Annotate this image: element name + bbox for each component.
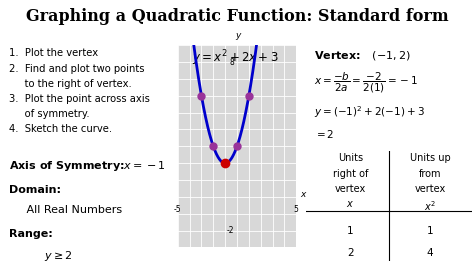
- Text: Range:: Range:: [9, 229, 53, 239]
- Text: $y$: $y$: [235, 31, 243, 42]
- Text: Vertex:   $(-1, 2)$: Vertex: $(-1, 2)$: [314, 49, 411, 63]
- Text: Domain:: Domain:: [9, 185, 61, 195]
- Text: -2: -2: [227, 226, 234, 235]
- Text: $x^2$: $x^2$: [424, 200, 436, 213]
- Text: $y = x^2 + 2x + 3$: $y = x^2 + 2x + 3$: [192, 49, 279, 68]
- Text: 8: 8: [229, 57, 234, 66]
- Text: All Real Numbers: All Real Numbers: [9, 205, 122, 215]
- Text: -5: -5: [174, 205, 182, 214]
- Text: $x = \dfrac{-b}{2a} = \dfrac{-2}{2(1)} = -1$: $x = \dfrac{-b}{2a} = \dfrac{-2}{2(1)} =…: [314, 71, 418, 95]
- Text: Units up: Units up: [410, 153, 450, 163]
- Text: vertex: vertex: [415, 184, 446, 194]
- Text: Units: Units: [338, 153, 363, 163]
- Text: 4: 4: [427, 248, 433, 257]
- Text: right of: right of: [333, 169, 368, 179]
- Text: $= 2$: $= 2$: [314, 128, 334, 140]
- Text: Axis of Symmetry:$x = -1$: Axis of Symmetry:$x = -1$: [9, 159, 166, 173]
- Text: $y \geq 2$: $y \geq 2$: [9, 249, 73, 263]
- Text: vertex: vertex: [335, 184, 366, 194]
- Text: $x$: $x$: [346, 200, 355, 209]
- Text: 1.  Plot the vertex
2.  Find and plot two points
     to the right of vertex.
3.: 1. Plot the vertex 2. Find and plot two …: [9, 48, 150, 134]
- Text: from: from: [419, 169, 441, 179]
- Text: Graphing a Quadratic Function: Standard form: Graphing a Quadratic Function: Standard …: [26, 8, 448, 25]
- Text: 1: 1: [427, 226, 433, 236]
- Text: $x$: $x$: [300, 190, 307, 199]
- Text: 5: 5: [294, 205, 299, 214]
- Text: 1: 1: [347, 226, 354, 236]
- Text: 2: 2: [347, 248, 354, 257]
- Text: $y = (-1)^2+2(-1) + 3$: $y = (-1)^2+2(-1) + 3$: [314, 105, 425, 120]
